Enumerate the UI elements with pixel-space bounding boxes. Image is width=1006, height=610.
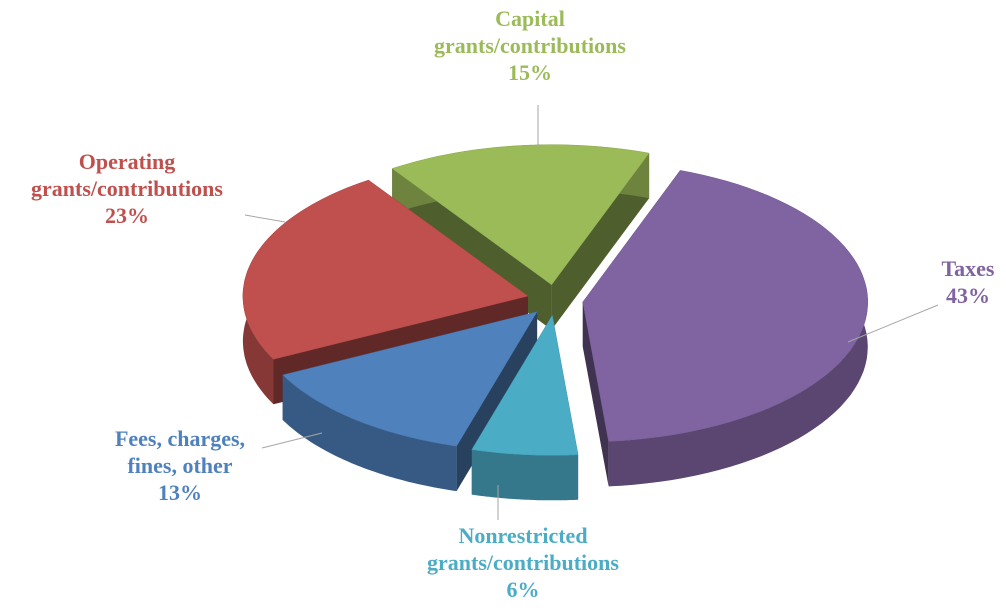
value-label: 6% — [506, 577, 540, 602]
slice-label: Operating grants/contributions 23% — [2, 148, 252, 229]
slice — [282, 311, 538, 447]
slice-label: Nonrestricted grants/contributions 6% — [398, 522, 648, 603]
category-name: Capital grants/contributions — [434, 6, 626, 58]
slice-rim — [282, 375, 457, 492]
category-name: Nonrestricted grants/contributions — [427, 523, 619, 575]
slice — [471, 314, 579, 456]
value-label: 15% — [508, 60, 552, 85]
category-name: Operating grants/contributions — [31, 149, 223, 201]
slice — [582, 170, 869, 442]
value-label: 23% — [105, 203, 149, 228]
slice-rim — [471, 449, 579, 501]
value-label: 43% — [946, 283, 990, 308]
slice-label: Capital grants/contributions 15% — [405, 5, 655, 86]
slice-group — [582, 170, 869, 487]
category-name: Taxes — [941, 256, 995, 281]
slice-label: Fees, charges, fines, other 13% — [95, 425, 265, 506]
leader-line — [261, 432, 323, 449]
slice-wall — [551, 153, 650, 330]
slice — [242, 179, 529, 360]
slice — [391, 144, 650, 286]
leader-line — [847, 304, 939, 343]
leader-line — [244, 214, 286, 223]
slice-group — [471, 314, 579, 501]
value-label: 13% — [158, 480, 202, 505]
slice-wall — [582, 302, 609, 487]
slice-label: Taxes 43% — [923, 255, 1006, 309]
category-name: Fees, charges, fines, other — [114, 426, 246, 478]
